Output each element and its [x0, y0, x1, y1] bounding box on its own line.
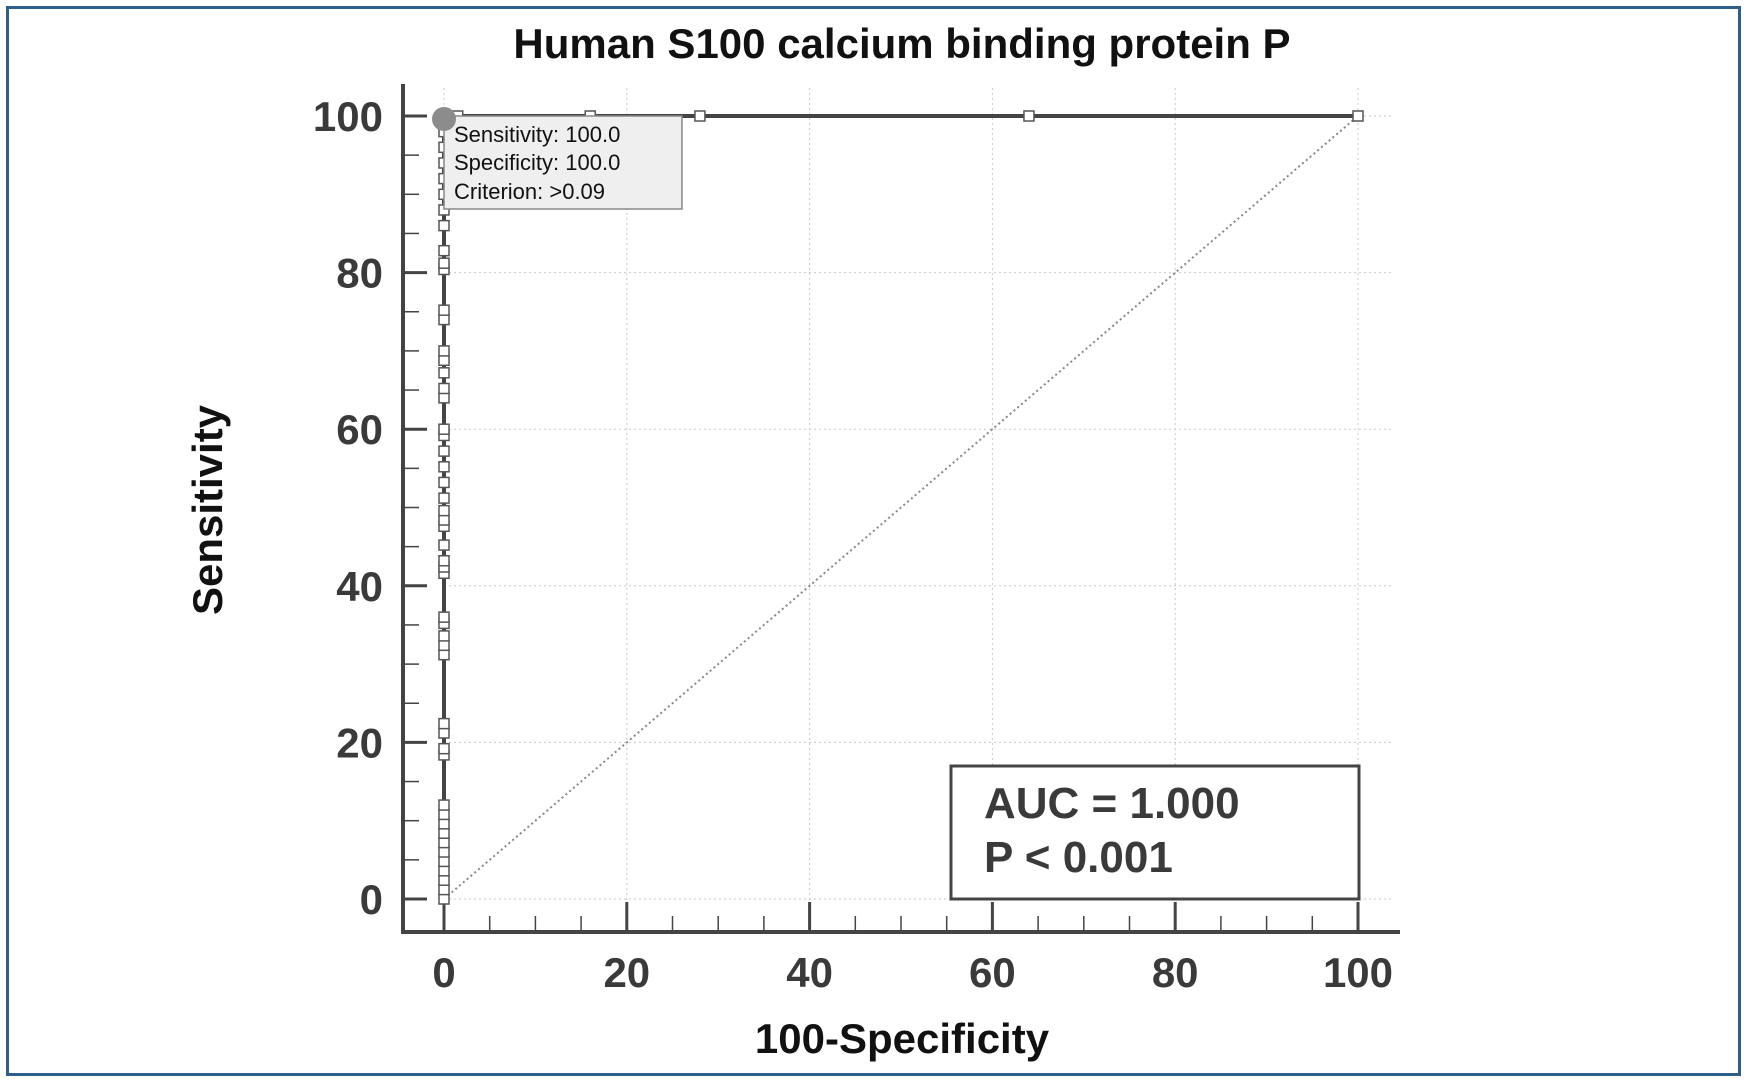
x-tick-label: 100 [1323, 949, 1393, 996]
roc-point-marker [438, 539, 450, 551]
y-tick-label: 100 [313, 93, 383, 140]
roc-point-marker [438, 893, 450, 905]
y-tick-label: 20 [336, 719, 383, 766]
roc-point-marker [438, 865, 450, 877]
roc-point-marker [438, 874, 450, 886]
roc-point-marker [438, 382, 450, 395]
roc-point-marker [438, 423, 450, 435]
tooltip-specificity: Specificity: 100.0 [454, 150, 620, 175]
roc-point-marker [694, 110, 706, 122]
roc-point-marker [438, 476, 450, 489]
highlight-point [432, 107, 456, 131]
roc-point-marker [438, 827, 450, 839]
x-tick-label: 80 [1152, 949, 1199, 996]
auc-annotation-box [949, 764, 1361, 901]
roc-point-marker [438, 354, 450, 367]
roc-point-marker [438, 461, 450, 473]
roc-point-marker [1023, 110, 1035, 122]
roc-point-marker [438, 648, 450, 661]
chart-title: Human S100 calcium binding protein P [513, 20, 1290, 67]
tooltip-criterion: Criterion: >0.09 [454, 179, 605, 204]
roc-point-marker [438, 742, 450, 755]
roc-point-marker [438, 392, 450, 404]
auc-value-text: AUC = 1.000 [984, 779, 1240, 828]
roc-point-marker [438, 445, 450, 457]
roc-point-marker [438, 883, 450, 896]
y-axis-label: Sensitivity [184, 404, 231, 615]
y-tick-label: 80 [336, 250, 383, 297]
criterion-tooltip: Sensitivity: 100.0 Specificity: 100.0 Cr… [443, 115, 683, 210]
roc-point-marker [438, 727, 450, 739]
roc-point-marker [1352, 110, 1364, 122]
figure-frame [6, 6, 1741, 1076]
roc-point-marker [438, 514, 450, 526]
tooltip-sensitivity: Sensitivity: 100.0 [454, 122, 620, 147]
x-tick-label: 60 [969, 949, 1016, 996]
roc-point-marker [438, 611, 450, 623]
roc-point-marker [438, 219, 450, 232]
roc-point-marker [438, 818, 450, 830]
reference-diagonal-line [443, 115, 1359, 900]
roc-point-marker [438, 504, 450, 517]
roc-point-marker [438, 257, 450, 269]
roc-point-marker [438, 799, 450, 811]
x-axis-ticks: 0 20 40 60 80 100 [432, 902, 1393, 996]
roc-point-marker [438, 717, 450, 730]
criterion-point [432, 107, 456, 131]
roc-point-marker [438, 345, 450, 357]
tooltip-box [443, 115, 683, 210]
x-tick-label: 40 [786, 949, 833, 996]
roc-point-marker [438, 808, 450, 821]
x-tick-label: 0 [432, 949, 455, 996]
p-value-text: P < 0.001 [984, 833, 1173, 882]
y-tick-label: 40 [336, 563, 383, 610]
roc-point-marker [438, 836, 450, 849]
y-tick-label: 60 [336, 406, 383, 453]
x-tick-label: 20 [603, 949, 650, 996]
roc-point-marker [438, 313, 450, 326]
roc-point-marker [438, 304, 450, 316]
auc-annotation: AUC = 1.000 P < 0.001 [949, 764, 1361, 901]
roc-point-marker [438, 855, 450, 868]
roc-point-marker [438, 639, 450, 652]
roc-point-marker [438, 630, 450, 642]
y-axis-ticks: 0 20 40 60 80 100 [313, 93, 427, 923]
y-tick-label: 0 [360, 876, 383, 923]
roc-point-marker [438, 846, 450, 858]
roc-point-marker [438, 492, 450, 504]
roc-point-marker [438, 554, 450, 567]
x-axis-label: 100-Specificity [755, 1015, 1050, 1062]
roc-point-marker [438, 367, 450, 379]
diagonal-segment [443, 115, 1359, 900]
roc-point-marker [438, 244, 450, 257]
grid-lines [443, 88, 1394, 930]
